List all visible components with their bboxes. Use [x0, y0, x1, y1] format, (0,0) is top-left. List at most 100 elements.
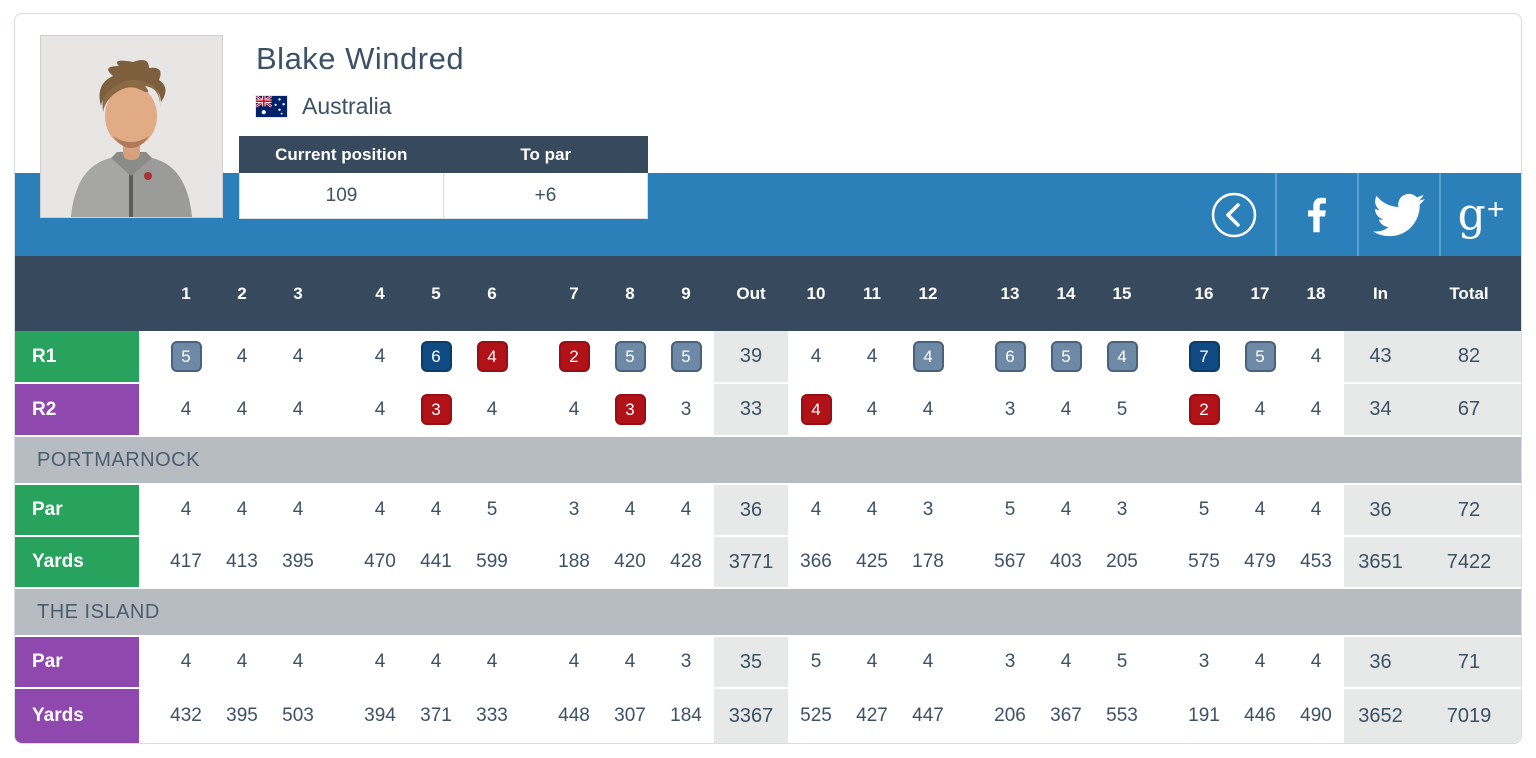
out-value: 35: [714, 637, 788, 687]
yards-cell: 490: [1300, 705, 1332, 726]
yards-cell: 525: [800, 705, 832, 726]
par-cell: 3: [680, 651, 692, 672]
par-cell: 4: [292, 499, 304, 520]
score-cell: 7: [1176, 331, 1232, 382]
par-cell: 4: [374, 651, 386, 672]
group-gap: [326, 384, 352, 435]
row-label: R2: [15, 384, 139, 435]
social-buttons: g +: [1193, 173, 1521, 256]
yards-cell: 425: [856, 551, 888, 572]
out-value: 3771: [714, 537, 788, 587]
par-cell: 3: [1116, 499, 1128, 520]
yards-cell: 428: [670, 551, 702, 572]
par-cell: 3: [1004, 651, 1016, 672]
chevron-left-circle-icon: [1210, 191, 1258, 239]
course-section-row: PORTMARNOCK: [15, 437, 1521, 485]
in-header: In: [1372, 283, 1389, 303]
group-gap: [956, 689, 982, 743]
group-gap: [956, 384, 982, 435]
birdie-badge: 4: [800, 394, 832, 425]
group-gap: [956, 485, 982, 535]
in-value: 36: [1344, 637, 1417, 687]
row-label: Par: [15, 637, 139, 687]
yards-cell: 206: [994, 705, 1026, 726]
double-badge: 7: [1188, 341, 1220, 372]
course-section-row: THE ISLAND: [15, 589, 1521, 637]
score-cell: 5: [602, 331, 658, 382]
group-gap: [326, 637, 352, 687]
yards-cell: 413: [226, 551, 258, 572]
to-par-label: To par: [520, 144, 572, 164]
table-header-row: 1 2 3 4 5 6 7 8 9 Out 10 11 12 13 14 15 16 17 18 In Total: [15, 256, 1521, 331]
par-cell: 5: [1004, 499, 1016, 520]
out-value: 3367: [714, 689, 788, 743]
yards-cell: 371: [420, 705, 452, 726]
score-cell: 3: [680, 398, 692, 420]
group-gap: [1150, 331, 1176, 382]
hole-header: 9: [681, 283, 691, 303]
score-cell: 3: [408, 384, 464, 435]
hole-header: 5: [431, 283, 441, 303]
score-cell: 4: [1094, 331, 1150, 382]
facebook-button[interactable]: [1275, 173, 1357, 256]
score-cell: 4: [374, 345, 386, 367]
yards-cell: 394: [364, 705, 396, 726]
yards-cell: 184: [670, 705, 702, 726]
par-cell: 3: [1198, 651, 1210, 672]
par-cell: 4: [568, 651, 580, 672]
birdie-badge: 2: [1188, 394, 1220, 425]
score-cell: 4: [568, 398, 580, 420]
group-gap: [520, 689, 546, 743]
par-cell: 4: [680, 499, 692, 520]
column-spacer: [139, 637, 158, 687]
score-cell: 6: [408, 331, 464, 382]
par-cell: 4: [1310, 651, 1322, 672]
yards-cell: 448: [558, 705, 590, 726]
hole-header: 18: [1306, 283, 1326, 303]
yards-cell: 575: [1188, 551, 1220, 572]
par-cell: 4: [1060, 499, 1072, 520]
total-header: Total: [1449, 283, 1489, 303]
course-row: Yards 432 395 503 394 371 333 448 307 184 3367 525 4…: [15, 689, 1521, 743]
group-gap: [520, 384, 546, 435]
total-value: 71: [1417, 637, 1521, 687]
player-scorecard-card: g + Blake Windred: [14, 13, 1522, 744]
in-value: 43: [1344, 331, 1417, 382]
row-label: R1: [15, 331, 139, 382]
yards-cell: 307: [614, 705, 646, 726]
country-name: Australia: [302, 93, 392, 119]
group-gap: [1150, 689, 1176, 743]
stats-values: 109 +6: [239, 173, 648, 219]
course-row: Par 4 4 4 4 4 4 4 4 3 35 5 4 4 3 4 5 3 4 4 36 71: [15, 637, 1521, 689]
hole-header: 13: [1000, 283, 1020, 303]
yards-cell: 395: [226, 705, 258, 726]
twitter-button[interactable]: [1357, 173, 1439, 256]
par-cell: 4: [430, 499, 442, 520]
yards-cell: 205: [1106, 551, 1138, 572]
current-position-label: Current position: [275, 144, 408, 164]
score-cell: 4: [900, 331, 956, 382]
score-cell: 3: [1004, 398, 1016, 420]
round-row: R1 5 4 4 4 6 4 2 5 5 39 4 4 4 6 5 4 7 5 4 43 82: [15, 331, 1521, 384]
out-header: Out: [736, 283, 766, 303]
hole-header: 17: [1250, 283, 1270, 303]
scorecard-table: 1 2 3 4 5 6 7 8 9 Out 10 11 12 13 14 15 16 17 18 In Total R1 5…: [15, 256, 1521, 743]
total-value: 7019: [1417, 689, 1521, 743]
bogey-badge: 5: [614, 341, 646, 372]
yards-cell: 366: [800, 551, 832, 572]
total-value: 82: [1417, 331, 1521, 382]
par-cell: 5: [1198, 499, 1210, 520]
group-gap: [326, 689, 352, 743]
score-cell: 4: [788, 384, 844, 435]
out-value: 36: [714, 485, 788, 535]
hole-header: 14: [1056, 283, 1076, 303]
yards-cell: 470: [364, 551, 396, 572]
group-gap: [520, 537, 546, 587]
score-cell: 4: [180, 398, 192, 420]
par-cell: 4: [624, 651, 636, 672]
back-button[interactable]: [1193, 173, 1275, 256]
course-section-title: PORTMARNOCK: [37, 448, 200, 471]
google-plus-button[interactable]: g +: [1439, 173, 1521, 256]
bogey-badge: 5: [1050, 341, 1082, 372]
hole-header: 16: [1194, 283, 1214, 303]
